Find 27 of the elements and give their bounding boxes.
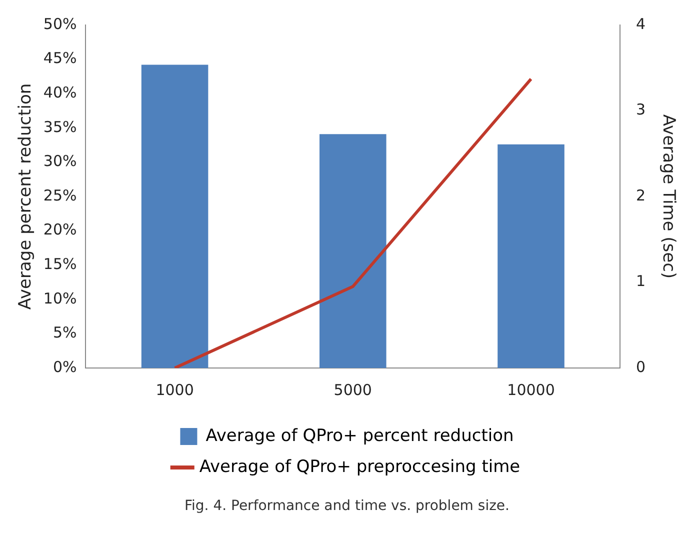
bar	[498, 144, 564, 368]
y2-tick-label: 0	[636, 358, 646, 376]
y2-tick-label: 4	[636, 14, 646, 33]
y-tick-label: 35%	[43, 118, 77, 136]
bar	[141, 64, 208, 368]
y2-tick-label: 1	[636, 272, 646, 290]
y-tick-label: 50%	[43, 14, 77, 33]
x-tick-label: 5000	[334, 380, 372, 399]
y-tick-label: 20%	[43, 220, 77, 239]
legend-label: Average of QPro+ percent reduction	[206, 426, 514, 446]
y-tick-label: 15%	[43, 254, 77, 273]
x-tick-label: 1000	[156, 380, 194, 399]
y-tick-label: 5%	[52, 324, 77, 342]
y-axis-title: Average percent reduction	[16, 83, 36, 310]
y-tick-label: 45%	[43, 49, 77, 68]
x-tick-label: 10000	[507, 380, 555, 399]
legend-label: Average of QPro+ preproccesing time	[199, 456, 520, 477]
y2-tick-label: 3	[636, 100, 646, 119]
y-tick-label: 10%	[43, 289, 77, 308]
y-tick-label: 25%	[43, 186, 77, 204]
y-tick-label: 40%	[43, 83, 77, 102]
y-tick-label: 30%	[43, 152, 77, 170]
y2-axis-title: Average Time (sec)	[658, 114, 678, 279]
y-tick-label: 0%	[52, 358, 77, 376]
bar	[320, 134, 386, 368]
caption: Fig. 4. Performance and time vs. problem size.	[183, 498, 510, 514]
y2-tick-label: 2	[636, 186, 646, 204]
